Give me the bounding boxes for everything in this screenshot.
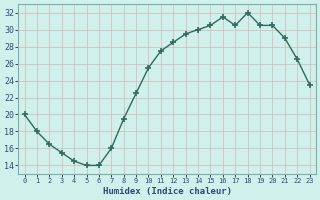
X-axis label: Humidex (Indice chaleur): Humidex (Indice chaleur) [103,187,232,196]
